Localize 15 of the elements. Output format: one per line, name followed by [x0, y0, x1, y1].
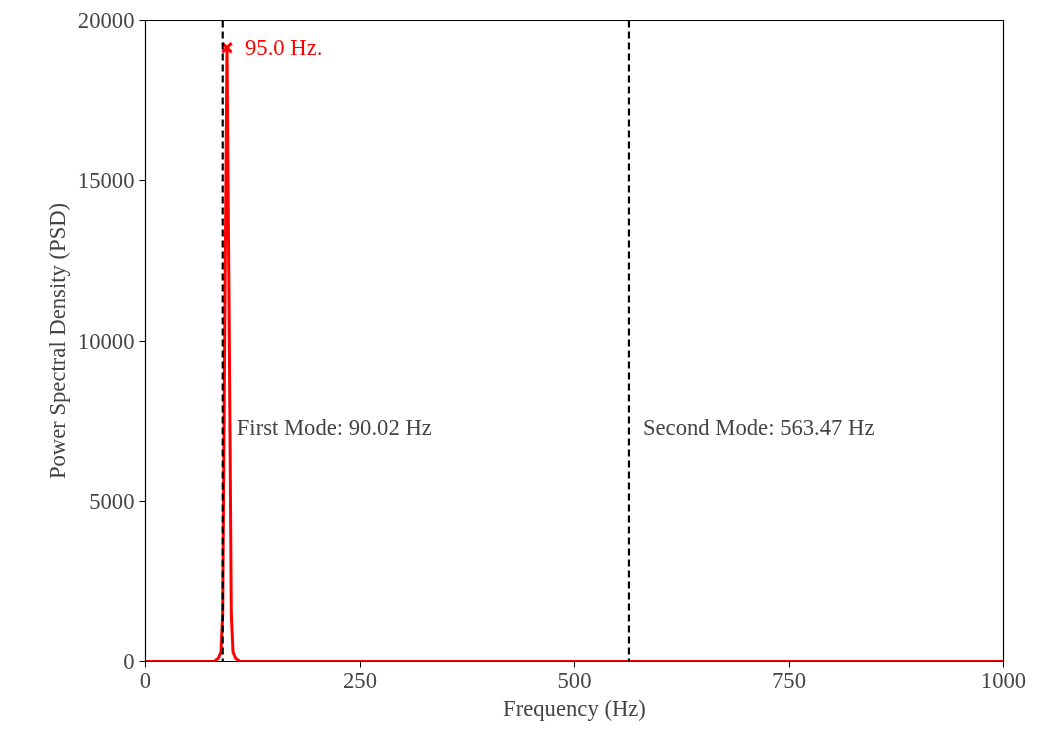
x-tick-label: 250	[343, 667, 377, 693]
ref-line-label: First Mode: 90.02 Hz	[236, 415, 432, 441]
y-tick-label: 0	[123, 649, 135, 674]
y-tick-label: 20000	[77, 8, 135, 33]
annotation: 95.0 Hz.	[245, 35, 323, 61]
x-tick-label: 750	[772, 667, 806, 693]
x-tick-label: 1000	[980, 667, 1027, 693]
x-tick-label: 0	[139, 667, 152, 693]
x-axis-title: Frequency (Hz)	[503, 695, 646, 721]
y-axis-title: Power Spectral Density (PSD)	[44, 202, 70, 480]
x-tick-label: 500	[557, 667, 592, 693]
y-tick-label: 15000	[77, 168, 135, 194]
ref-line-label: Second Mode: 563.47 Hz	[642, 415, 875, 441]
y-tick-label: 5000	[89, 488, 135, 514]
y-tick-label: 10000	[77, 328, 135, 354]
